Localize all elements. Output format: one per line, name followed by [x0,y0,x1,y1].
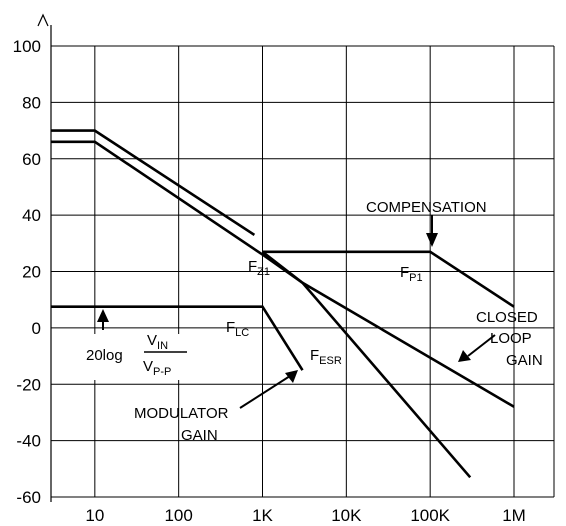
series-line-1 [51,129,256,236]
x-tick-label: 10 [85,506,104,525]
y-tick-label: -60 [16,488,41,507]
closed-loop-arrowhead-icon [458,350,471,362]
annotation-closed-loop-gain-line3: GAIN [506,352,543,369]
chart-axes [37,13,52,502]
y-tick-label: 60 [22,150,41,169]
y-tick-label: 40 [22,206,41,225]
annotation-closed-loop-gain-line1: CLOSED [476,309,538,326]
annotation-fz1: FZ1 [248,258,270,278]
formula-numerator: VIN [147,332,168,352]
x-tick-label: 1K [252,506,273,525]
x-tick-label: 1M [502,506,526,525]
formula-prefix: 20log [86,347,123,364]
chart-annotations: COMPENSATION FZ1 FP1 FLC FESR CLOSED LOO… [82,199,543,444]
series-line-5 [51,305,304,371]
y-tick-label: -40 [16,432,41,451]
chart-series [51,129,515,479]
annotation-modulator-gain-line1: MODULATOR [134,405,229,422]
modulator-arrow-line [239,375,291,409]
y-tick-label: 0 [32,319,41,338]
annotation-fp1: FP1 [400,264,423,284]
annotation-flc: FLC [226,319,249,339]
modulator-arrowhead-icon [285,370,298,383]
closed-loop-arrow-line [467,334,496,357]
formula-arrowhead-icon [97,309,109,322]
annotation-fesr: FESR [310,347,342,367]
y-tick-label: -20 [16,375,41,394]
chart-grid [51,45,555,498]
annotation-modulator-gain-line2: GAIN [181,427,218,444]
series-line-2 [51,140,472,479]
formula-denominator: VP-P [143,358,171,378]
annotation-compensation: COMPENSATION [366,199,487,216]
x-tick-label: 100K [410,506,450,525]
x-tick-label: 10K [331,506,362,525]
annotation-closed-loop-gain-line2: LOOP [490,330,532,347]
chart-tick-labels: 100 80 60 40 20 0 -20 -40 -60 10 100 1K 10K 100K 1M [13,37,526,525]
y-axis-arrow-icon [37,13,49,27]
series-line-4 [261,250,515,408]
y-tick-label: 100 [13,37,41,56]
compensation-arrowhead-icon [426,233,438,247]
formula-background [82,334,188,380]
series-line-3 [262,250,515,308]
y-tick-label: 80 [22,93,41,112]
y-tick-label: 20 [22,263,41,282]
x-tick-label: 100 [164,506,192,525]
